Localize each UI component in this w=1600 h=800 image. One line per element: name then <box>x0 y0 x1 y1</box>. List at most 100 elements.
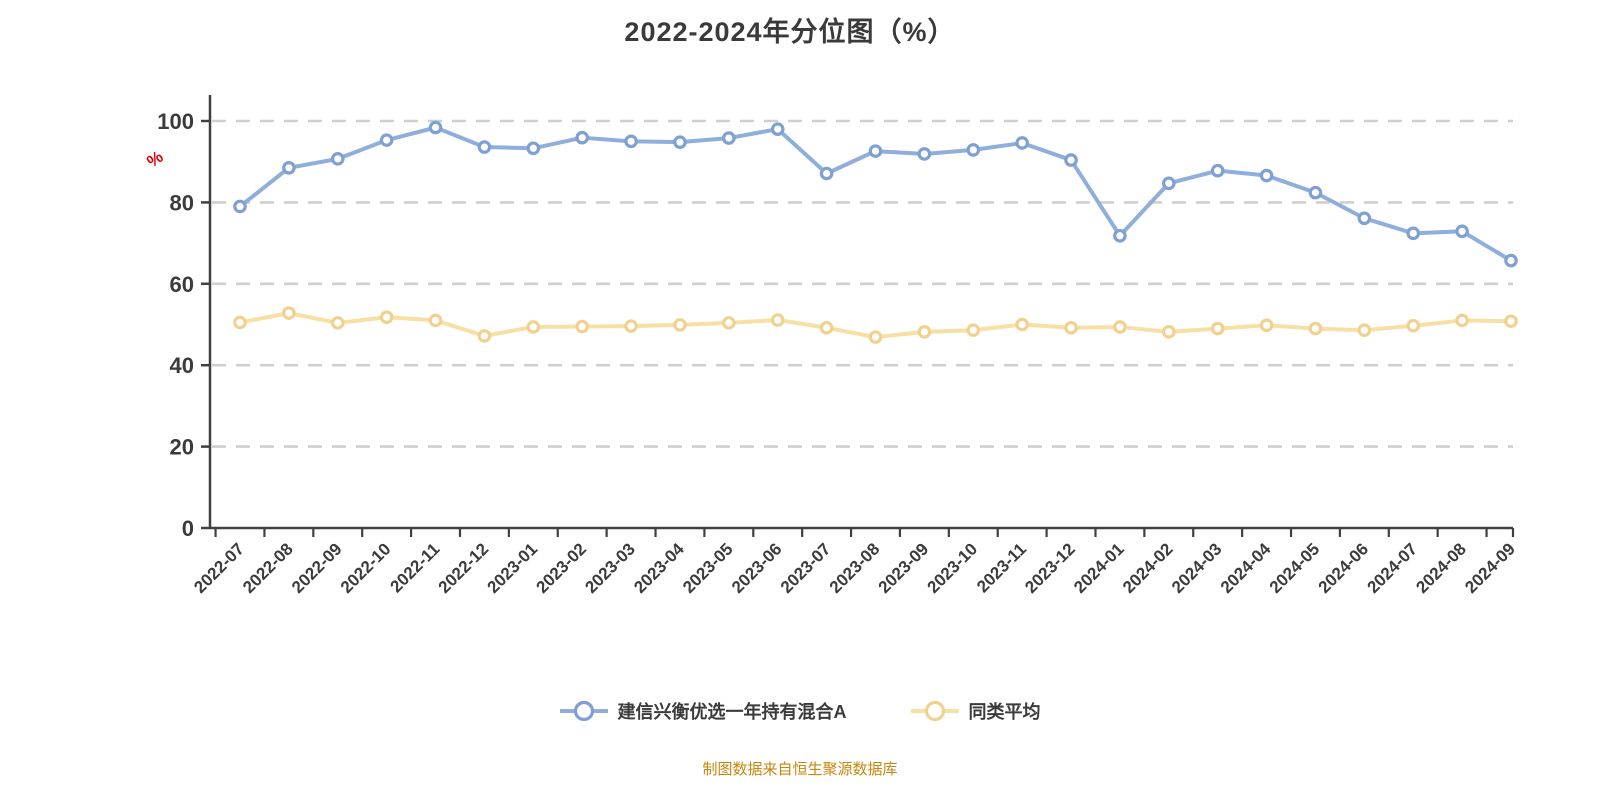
data-point[interactable] <box>1504 253 1518 268</box>
x-axis-labels: 2022-072022-082022-092022-102022-112022-… <box>190 528 1519 597</box>
x-tick-label: 2024-08 <box>1412 539 1470 597</box>
data-point[interactable] <box>233 199 247 214</box>
percentile-line-chart: 020406080100%2022-072022-082022-092022-1… <box>143 95 1519 597</box>
x-tick-label: 2023-04 <box>630 539 688 597</box>
data-point[interactable] <box>575 130 589 145</box>
y-tick-label: 60 <box>170 272 194 297</box>
data-point[interactable] <box>379 133 394 147</box>
data-point[interactable] <box>770 313 785 327</box>
data-point[interactable] <box>477 140 492 154</box>
data-point[interactable] <box>526 141 541 156</box>
x-tick-label: 2024-05 <box>1266 539 1324 597</box>
data-point[interactable] <box>1455 224 1469 239</box>
x-tick-label: 2023-10 <box>924 539 982 597</box>
x-tick-label: 2023-07 <box>777 539 835 597</box>
data-point[interactable] <box>1113 320 1127 334</box>
data-point[interactable] <box>917 147 932 161</box>
x-tick-label: 2024-09 <box>1461 539 1519 597</box>
x-tick-label: 2023-09 <box>875 539 933 597</box>
data-point[interactable] <box>624 319 638 333</box>
data-point[interactable] <box>428 313 443 328</box>
chart-title: 2022-2024年分位图（%） <box>624 17 956 47</box>
x-tick-label: 2022-11 <box>386 539 443 596</box>
legend-item-average[interactable]: 同类平均 <box>910 698 1041 724</box>
x-tick-label: 2023-06 <box>728 539 786 597</box>
x-tick-label: 2023-11 <box>973 539 1030 596</box>
x-tick-label: 2024-04 <box>1217 539 1275 597</box>
data-point[interactable] <box>1162 325 1176 339</box>
data-point[interactable] <box>1064 153 1078 167</box>
data-point[interactable] <box>1210 321 1225 336</box>
data-point[interactable] <box>819 320 834 335</box>
x-tick-label: 2024-03 <box>1168 539 1226 597</box>
x-tick-label: 2023-12 <box>1021 539 1079 597</box>
data-point[interactable] <box>477 329 492 343</box>
data-point[interactable] <box>428 120 443 135</box>
x-tick-label: 2022-10 <box>337 539 395 597</box>
y-axis-labels: 0 20 40 60 80 100 <box>157 109 210 541</box>
data-point[interactable] <box>673 135 687 149</box>
data-point[interactable] <box>526 320 541 334</box>
data-point[interactable] <box>868 330 883 344</box>
data-point[interactable] <box>1504 314 1518 329</box>
x-tick-label: 2023-05 <box>679 539 737 597</box>
x-tick-label: 2022-07 <box>190 539 248 597</box>
data-point[interactable] <box>282 161 296 175</box>
y-tick-label: 20 <box>170 435 194 460</box>
data-point[interactable] <box>233 315 247 330</box>
data-point[interactable] <box>1210 163 1225 178</box>
data-point[interactable] <box>1162 176 1176 191</box>
legend-label-fund: 建信兴衡优选一年持有混合A <box>617 702 847 722</box>
data-point[interactable] <box>330 316 345 330</box>
legend-label-average: 同类平均 <box>968 702 1041 722</box>
x-tick-label: 2024-06 <box>1315 539 1373 597</box>
data-point[interactable] <box>379 310 394 324</box>
x-tick-label: 2023-08 <box>826 539 884 597</box>
data-point[interactable] <box>1015 317 1029 332</box>
data-point[interactable] <box>1308 321 1323 336</box>
data-point[interactable] <box>1259 168 1274 183</box>
y-tick-label: 40 <box>170 353 194 378</box>
fund-series-marker-icon <box>559 699 608 723</box>
fund-series <box>233 120 1518 268</box>
data-point[interactable] <box>1308 185 1323 200</box>
data-point[interactable] <box>819 166 834 181</box>
x-tick-label: 2022-12 <box>435 539 493 597</box>
data-point[interactable] <box>966 143 981 157</box>
y-tick-label: 100 <box>157 109 194 134</box>
data-point[interactable] <box>575 319 589 334</box>
data-point[interactable] <box>1357 211 1372 226</box>
data-point[interactable] <box>917 325 932 339</box>
data-point[interactable] <box>282 306 296 320</box>
data-point[interactable] <box>868 144 883 158</box>
y-tick-label: 80 <box>170 190 194 215</box>
data-point[interactable] <box>722 316 736 330</box>
data-point[interactable] <box>1455 313 1469 328</box>
average-series <box>233 306 1518 344</box>
data-point[interactable] <box>1259 318 1274 333</box>
data-point[interactable] <box>1406 226 1421 241</box>
data-point[interactable] <box>1015 136 1029 150</box>
legend-item-fund[interactable]: 建信兴衡优选一年持有混合A <box>559 698 847 724</box>
x-tick-label: 2022-08 <box>239 539 297 597</box>
data-point[interactable] <box>1064 320 1078 335</box>
data-point[interactable] <box>722 131 736 145</box>
x-tick-label: 2023-03 <box>581 539 639 597</box>
x-tick-label: 2023-02 <box>532 539 590 597</box>
data-point[interactable] <box>770 122 785 136</box>
x-tick-label: 2024-01 <box>1070 539 1128 597</box>
data-point[interactable] <box>673 318 687 332</box>
data-point[interactable] <box>1113 228 1127 243</box>
data-point[interactable] <box>966 323 981 337</box>
x-tick-label: 2023-01 <box>484 539 542 597</box>
gridlines <box>212 119 1513 448</box>
average-series-marker-icon <box>910 699 959 723</box>
x-tick-label: 2022-09 <box>288 539 346 597</box>
data-point[interactable] <box>1406 318 1421 333</box>
x-tick-label: 2024-07 <box>1364 539 1422 597</box>
y-tick-label: 0 <box>182 516 194 541</box>
x-tick-label: 2024-02 <box>1119 539 1177 597</box>
data-point[interactable] <box>1357 323 1372 337</box>
data-point[interactable] <box>624 134 638 149</box>
data-point[interactable] <box>330 152 345 166</box>
